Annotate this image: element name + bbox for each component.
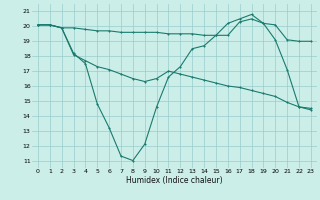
X-axis label: Humidex (Indice chaleur): Humidex (Indice chaleur) (126, 176, 223, 185)
